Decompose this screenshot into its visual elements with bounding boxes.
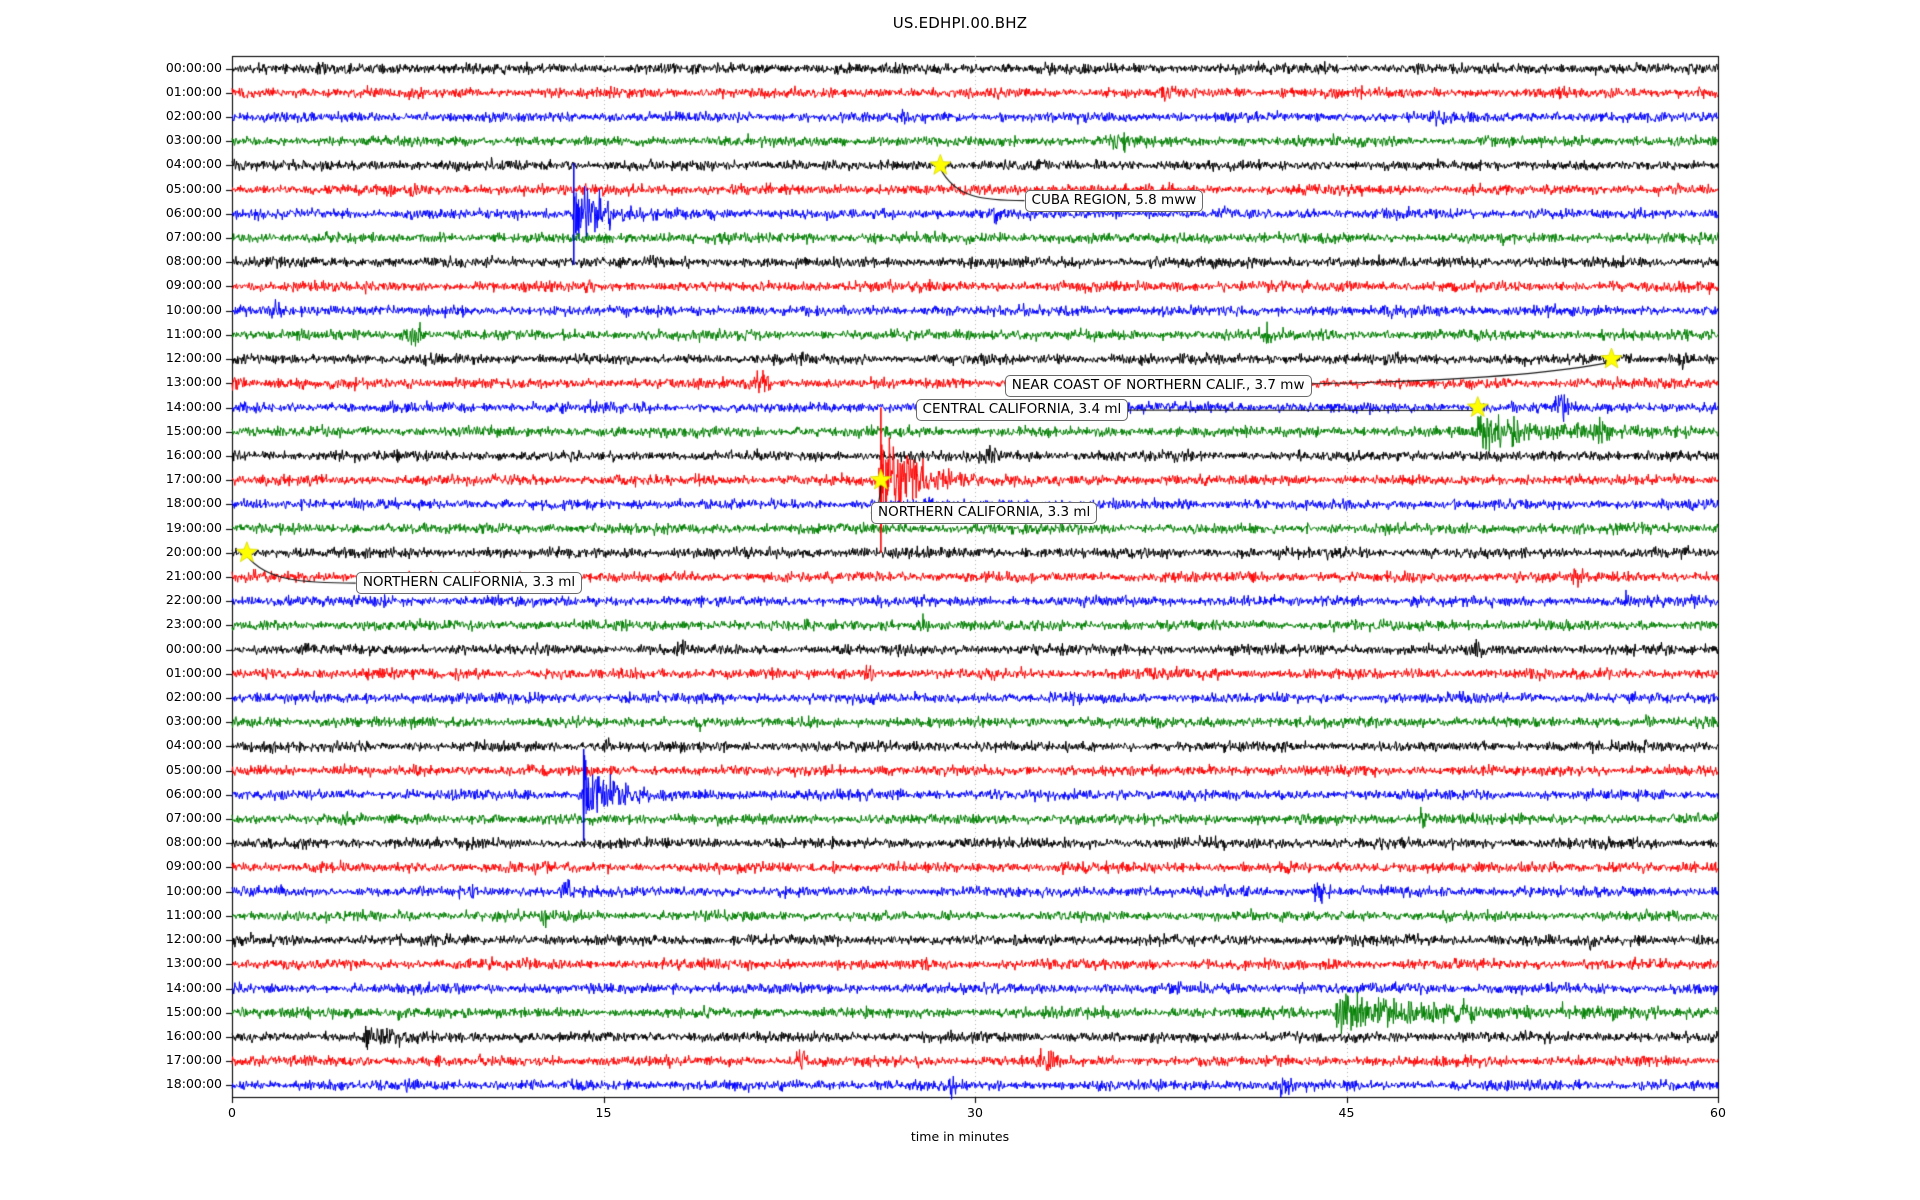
y-axis-tick-label: 14:00:00 (165, 979, 222, 995)
y-axis-tick-label: 08:00:00 (165, 253, 222, 269)
y-axis-tick-label: 11:00:00 (165, 325, 222, 341)
y-axis-tick-label: 13:00:00 (165, 955, 222, 971)
y-axis-tick-label: 08:00:00 (165, 834, 222, 850)
y-axis-tick-label: 18:00:00 (165, 1076, 222, 1092)
y-axis-tick-label: 19:00:00 (165, 519, 222, 535)
event-annotation-label: NEAR COAST OF NORTHERN CALIF., 3.7 mw (1004, 374, 1312, 397)
x-axis-tick-label: 30 (967, 1105, 983, 1120)
x-axis-label: time in minutes (910, 1129, 1010, 1144)
y-axis-tick-label: 07:00:00 (165, 229, 222, 245)
y-axis-tick-label: 14:00:00 (165, 398, 222, 414)
x-axis-tick-label: 45 (1338, 1105, 1355, 1120)
event-annotation-label: NORTHERN CALIFORNIA, 3.3 ml (355, 572, 583, 595)
y-axis-tick-label: 03:00:00 (165, 713, 222, 729)
y-axis-tick-label: 17:00:00 (165, 1052, 222, 1068)
y-axis-tick-label: 06:00:00 (165, 204, 222, 220)
y-axis-tick-label: 04:00:00 (165, 737, 222, 753)
y-axis-tick-label: 02:00:00 (165, 689, 222, 705)
y-axis-tick-label: 13:00:00 (165, 374, 222, 390)
y-axis-tick-label: 11:00:00 (165, 906, 222, 922)
y-axis-tick-label: 22:00:00 (165, 592, 222, 608)
event-annotation-label: CENTRAL CALIFORNIA, 3.4 ml (915, 398, 1129, 421)
y-axis-tick-label: 04:00:00 (165, 156, 222, 172)
y-axis-tick-label: 16:00:00 (165, 446, 222, 462)
y-axis-tick-label: 05:00:00 (165, 180, 222, 196)
y-axis-tick-label: 01:00:00 (165, 83, 222, 99)
x-axis-tick-label: 15 (595, 1105, 612, 1120)
y-axis-tick-label: 03:00:00 (165, 132, 222, 148)
y-axis-tick-label: 09:00:00 (165, 277, 222, 293)
y-axis-tick-label: 12:00:00 (165, 350, 222, 366)
y-axis-tick-label: 00:00:00 (165, 640, 222, 656)
y-axis-tick-label: 15:00:00 (165, 1003, 222, 1019)
y-axis-tick-label: 02:00:00 (165, 108, 222, 123)
y-axis-tick-label: 21:00:00 (165, 567, 222, 583)
y-axis-tick-label: 06:00:00 (165, 785, 222, 801)
y-axis-tick-label: 12:00:00 (165, 931, 222, 947)
x-axis-tick-label: 0 (228, 1105, 236, 1120)
y-axis-tick-label: 16:00:00 (165, 1027, 222, 1043)
y-axis-tick-label: 10:00:00 (165, 882, 222, 898)
y-axis-tick-label: 18:00:00 (165, 495, 222, 511)
y-axis-tick-label: 07:00:00 (165, 810, 222, 826)
event-annotation-label: CUBA REGION, 5.8 mww (1024, 189, 1204, 212)
y-axis-tick-label: 23:00:00 (165, 616, 222, 632)
y-axis-tick-label: 10:00:00 (165, 301, 222, 317)
y-axis-tick-label: 20:00:00 (165, 543, 222, 559)
y-axis-tick-label: 01:00:00 (165, 664, 222, 680)
y-axis-tick-label: 09:00:00 (165, 858, 222, 874)
y-axis-tick-label: 15:00:00 (165, 422, 222, 438)
y-axis-tick-label: 17:00:00 (165, 471, 222, 487)
y-axis-tick-label: 00:00:00 (165, 59, 222, 75)
y-axis-tick-label: 05:00:00 (165, 761, 222, 777)
x-axis-tick-label: 60 (1710, 1105, 1726, 1120)
event-annotation-label: NORTHERN CALIFORNIA, 3.3 ml (870, 501, 1098, 524)
